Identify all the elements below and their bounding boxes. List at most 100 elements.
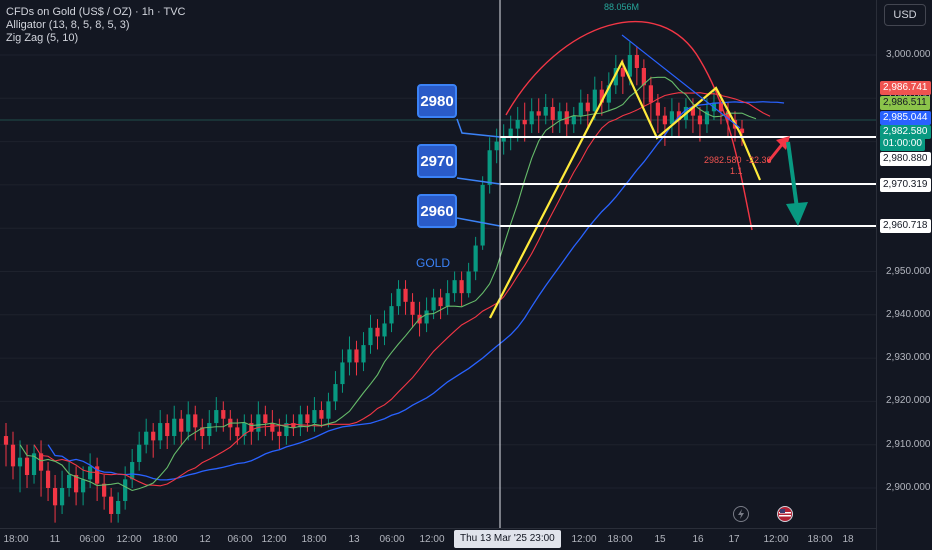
candle-body (200, 427, 205, 437)
candle-body (333, 384, 338, 402)
candle-body (557, 111, 562, 120)
price-tag: 01:00:00 (880, 137, 925, 151)
candle-body (585, 102, 590, 112)
time-tick-label: 11 (49, 534, 61, 545)
candle-body (690, 106, 696, 116)
candle-body (207, 423, 212, 437)
candle-body (529, 111, 534, 125)
callout-2960[interactable]: 2960 (417, 194, 457, 228)
candle-body (319, 410, 324, 419)
currency-button[interactable]: USD (884, 4, 926, 26)
candle-body (445, 293, 450, 307)
candle-body (536, 111, 541, 116)
candle-body (662, 115, 667, 125)
price-tick-label: 2,910.000 (886, 438, 931, 450)
chart-legend: CFDs on Gold (US$ / OZ) · 1h · TVC Allig… (6, 6, 186, 45)
candle-body (109, 496, 114, 514)
time-tick-label: 15 (654, 534, 666, 545)
candle-body (438, 297, 443, 307)
candle-body (368, 327, 373, 346)
candle-body (137, 444, 142, 463)
price-tick-label: 2,930.000 (886, 352, 931, 364)
candle-body (354, 349, 359, 363)
candle-body (501, 137, 506, 142)
candle-body (102, 483, 107, 497)
candle-body (480, 184, 485, 246)
candle-body (725, 111, 731, 120)
candle-body (634, 55, 639, 68)
candle-body (179, 418, 184, 432)
candle-body (648, 85, 653, 103)
candle-body (66, 475, 72, 488)
candle-body (305, 414, 310, 424)
candle-body (144, 431, 149, 445)
candle-body (284, 423, 289, 437)
candle-body (270, 423, 275, 432)
up-arrow-shaft (766, 141, 786, 163)
time-tick-label: 18:00 (3, 534, 29, 545)
price-tag: 2,980.880 (880, 152, 931, 166)
up-arrow-head (776, 136, 790, 150)
candle-body (263, 414, 268, 424)
candle-body (375, 327, 380, 337)
callout-2980[interactable]: 2980 (417, 84, 457, 118)
candle-body (3, 436, 9, 445)
candle-body (17, 457, 23, 467)
candle-body (193, 414, 198, 428)
time-tick-label: 16 (692, 534, 704, 545)
candle-body (256, 414, 261, 432)
candle-body (31, 453, 37, 476)
candle-body (81, 479, 86, 493)
candle-body (620, 67, 625, 77)
candle-body (116, 500, 121, 514)
down-arrow-head (786, 202, 808, 226)
down-arrow-shaft (786, 141, 799, 209)
price-tag: 2,960.718 (880, 219, 931, 233)
time-tick-label: 12:00 (763, 534, 789, 545)
time-tick-label: 18:00 (301, 534, 327, 545)
candle-body (452, 280, 457, 294)
candle-body (221, 410, 226, 419)
candle-body (403, 288, 408, 302)
candle-body (522, 119, 527, 125)
time-tick-label: 06:00 (379, 534, 405, 545)
candle-body (186, 414, 191, 432)
candle-body (73, 475, 79, 493)
zigzag-indicator[interactable]: Zig Zag (5, 10) (6, 32, 79, 44)
fib-ratio-label: 1.1 (730, 166, 743, 176)
time-axis-separator (0, 528, 876, 529)
candle-body (326, 401, 331, 419)
candle-body (473, 245, 478, 272)
fib-price-label: 2982.580 (704, 155, 742, 165)
price-tick-label: 2,940.000 (886, 308, 931, 320)
alligator-teeth-line (33, 92, 771, 487)
candle-body (312, 410, 317, 424)
candle-body (578, 102, 583, 116)
callout-2970[interactable]: 2970 (417, 144, 457, 178)
candle-body (739, 128, 745, 133)
candle-body (515, 119, 520, 129)
us-flag-icon[interactable] (777, 506, 793, 522)
candle-body (123, 479, 128, 501)
symbol-title[interactable]: CFDs on Gold (US$ / OZ) · 1h · TVC (6, 6, 186, 18)
candle-body (494, 141, 499, 151)
time-tick-label: 18:00 (152, 534, 178, 545)
candle-body (235, 427, 240, 437)
candle-body (627, 55, 632, 77)
alligator-indicator[interactable]: Alligator (13, 8, 5, 8, 5, 3) (6, 19, 130, 31)
price-tag: 2,970.319 (880, 178, 931, 192)
candle-body (24, 457, 30, 476)
candle-body (151, 431, 156, 441)
candle-body (59, 488, 65, 506)
lightning-icon[interactable] (733, 506, 749, 522)
candle-body (606, 85, 611, 103)
price-tag: 2,986.741 (880, 81, 931, 95)
candle-body (641, 67, 646, 86)
time-tick-label: 12 (199, 534, 211, 545)
candle-body (165, 423, 170, 437)
callout-connector (456, 118, 501, 138)
time-tick-label: 18:00 (807, 534, 833, 545)
price-tag: 2,986.511 (880, 96, 930, 110)
candle-body (361, 345, 366, 363)
